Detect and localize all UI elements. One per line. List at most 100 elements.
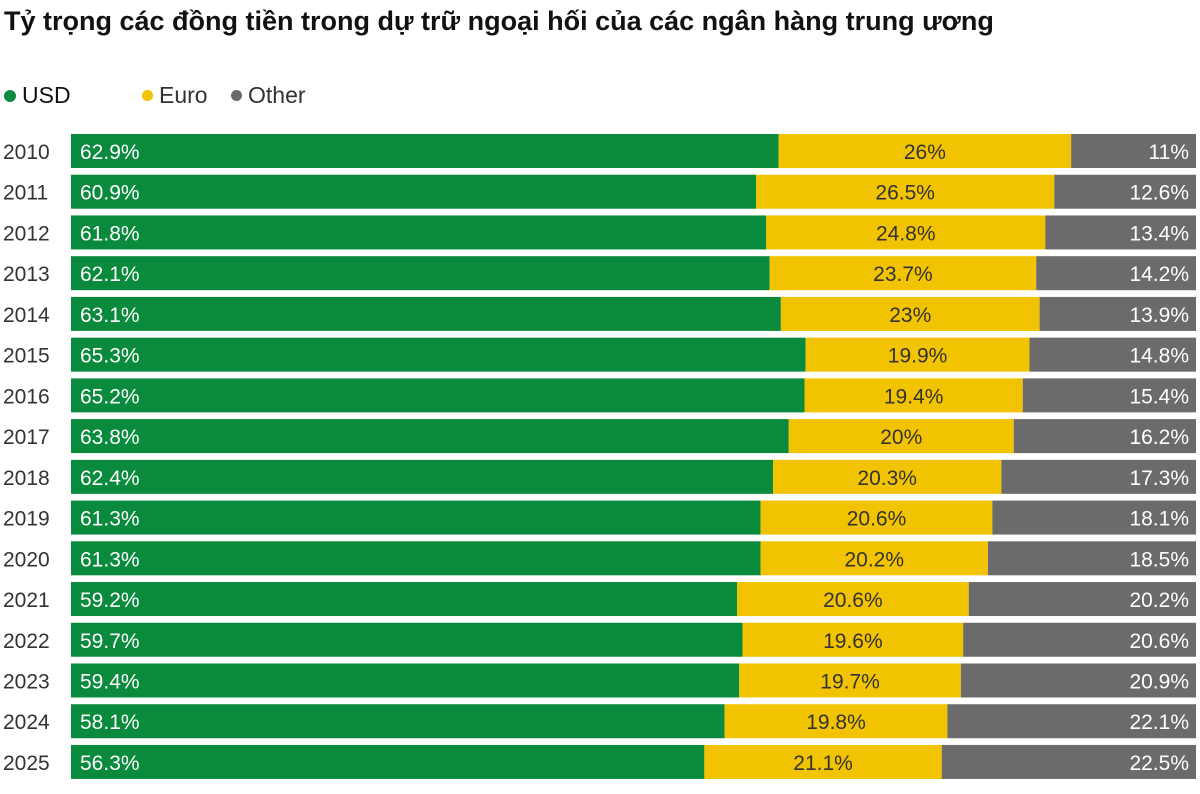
bar-euro-2022 <box>742 622 964 657</box>
data-label-other-2014: 13.9% <box>1129 304 1189 327</box>
data-label-euro-2020: 20.2% <box>844 548 904 571</box>
bar-other-2022 <box>963 622 1196 657</box>
bar-usd-2025 <box>71 744 705 779</box>
data-label-usd-2016: 65.2% <box>80 385 140 408</box>
legend-label-usd: USD <box>22 82 71 108</box>
data-label-usd-2014: 63.1% <box>80 304 140 327</box>
bar-euro-2019 <box>760 500 993 535</box>
bar-other-2016 <box>1022 378 1196 413</box>
data-label-euro-2014: 23% <box>889 304 931 327</box>
y-tick-label-2016: 2016 <box>3 385 50 408</box>
data-label-usd-2018: 62.4% <box>80 467 140 490</box>
bar-usd-2011 <box>71 174 757 209</box>
data-label-usd-2025: 56.3% <box>80 752 140 775</box>
data-label-euro-2025: 21.1% <box>793 752 853 775</box>
y-tick-label-2014: 2014 <box>3 304 50 327</box>
data-label-usd-2015: 65.3% <box>80 345 140 368</box>
bar-other-2013 <box>1036 256 1196 291</box>
y-tick-label-2023: 2023 <box>3 670 50 693</box>
data-label-other-2018: 17.3% <box>1129 467 1189 490</box>
y-tick-label-2017: 2017 <box>3 426 50 449</box>
bar-usd-2015 <box>71 337 806 372</box>
legend-swatch-usd <box>4 89 16 102</box>
bar-euro-2024 <box>724 704 948 739</box>
data-label-other-2025: 22.5% <box>1129 752 1189 775</box>
legend-item-usd: USD <box>4 82 71 109</box>
data-label-other-2012: 13.4% <box>1129 222 1189 245</box>
data-label-usd-2012: 61.8% <box>80 222 140 245</box>
data-label-euro-2012: 24.8% <box>876 222 936 245</box>
bar-euro-2017 <box>788 419 1014 454</box>
y-tick-label-2020: 2020 <box>3 548 50 571</box>
bar-euro-2021 <box>737 582 969 617</box>
bar-euro-2012 <box>766 215 1046 250</box>
y-tick-label-2010: 2010 <box>3 141 50 164</box>
legend-swatch-other <box>231 90 242 101</box>
y-tick-label-2019: 2019 <box>3 508 50 531</box>
legend-item-euro: Euro <box>142 82 208 109</box>
data-label-euro-2024: 19.8% <box>806 711 866 734</box>
data-label-euro-2015: 19.9% <box>888 345 948 368</box>
bar-usd-2023 <box>71 663 740 698</box>
data-label-usd-2017: 63.8% <box>80 426 140 449</box>
data-label-other-2020: 18.5% <box>1129 548 1189 571</box>
bar-other-2018 <box>1001 459 1196 494</box>
bar-euro-2023 <box>739 663 961 698</box>
bar-euro-2016 <box>804 378 1023 413</box>
data-label-other-2010: 11% <box>1149 141 1189 164</box>
bar-euro-2025 <box>704 744 942 779</box>
data-label-euro-2018: 20.3% <box>857 467 917 490</box>
data-label-euro-2016: 19.4% <box>884 385 944 408</box>
legend-label-euro: Euro <box>159 82 208 108</box>
data-label-euro-2017: 20% <box>880 426 922 449</box>
legend-swatch-euro <box>142 90 153 101</box>
data-label-other-2023: 20.9% <box>1129 670 1189 693</box>
chart-title: Tỷ trọng các đồng tiền trong dự trữ ngoạ… <box>4 6 994 36</box>
bar-other-2011 <box>1054 174 1196 209</box>
data-label-euro-2013: 23.7% <box>873 263 933 286</box>
bar-other-2021 <box>968 582 1196 617</box>
data-label-other-2013: 14.2% <box>1129 263 1189 286</box>
bar-other-2014 <box>1039 296 1196 331</box>
bar-usd-2020 <box>71 541 761 576</box>
bar-euro-2011 <box>756 174 1055 209</box>
legend-item-other: Other <box>231 82 306 109</box>
y-tick-label-2018: 2018 <box>3 467 50 490</box>
y-tick-label-2015: 2015 <box>3 345 50 368</box>
bar-other-2023 <box>960 663 1196 698</box>
data-label-other-2011: 12.6% <box>1129 182 1189 205</box>
bar-euro-2015 <box>805 337 1030 372</box>
data-label-usd-2013: 62.1% <box>80 263 140 286</box>
y-tick-label-2024: 2024 <box>3 711 50 734</box>
bar-other-2015 <box>1029 337 1196 372</box>
data-label-usd-2010: 62.9% <box>80 141 140 164</box>
bar-euro-2018 <box>773 459 1002 494</box>
bar-other-2024 <box>947 704 1196 739</box>
bar-usd-2010 <box>71 134 779 168</box>
bar-other-2012 <box>1045 215 1196 250</box>
y-tick-label-2013: 2013 <box>3 263 50 286</box>
y-tick-label-2022: 2022 <box>3 630 50 653</box>
bar-usd-2012 <box>71 215 767 250</box>
bar-usd-2024 <box>71 704 725 739</box>
bar-euro-2013 <box>769 256 1037 291</box>
data-label-other-2016: 15.4% <box>1129 385 1189 408</box>
y-tick-label-2012: 2012 <box>3 222 50 245</box>
legend-label-other: Other <box>248 82 306 108</box>
data-label-euro-2023: 19.7% <box>820 670 880 693</box>
data-label-euro-2022: 19.6% <box>823 630 883 653</box>
data-label-other-2019: 18.1% <box>1129 508 1189 531</box>
data-label-usd-2019: 61.3% <box>80 508 140 531</box>
data-label-euro-2019: 20.6% <box>847 508 907 531</box>
bar-other-2020 <box>987 541 1196 576</box>
bar-usd-2013 <box>71 256 770 291</box>
data-label-usd-2024: 58.1% <box>80 711 140 734</box>
bar-euro-2010 <box>778 134 1072 168</box>
bar-other-2025 <box>941 744 1196 779</box>
data-label-other-2022: 20.6% <box>1129 630 1189 653</box>
bar-other-2017 <box>1013 419 1196 454</box>
bar-usd-2021 <box>71 582 737 617</box>
data-label-euro-2011: 26.5% <box>875 182 935 205</box>
data-label-euro-2021: 20.6% <box>823 589 883 612</box>
